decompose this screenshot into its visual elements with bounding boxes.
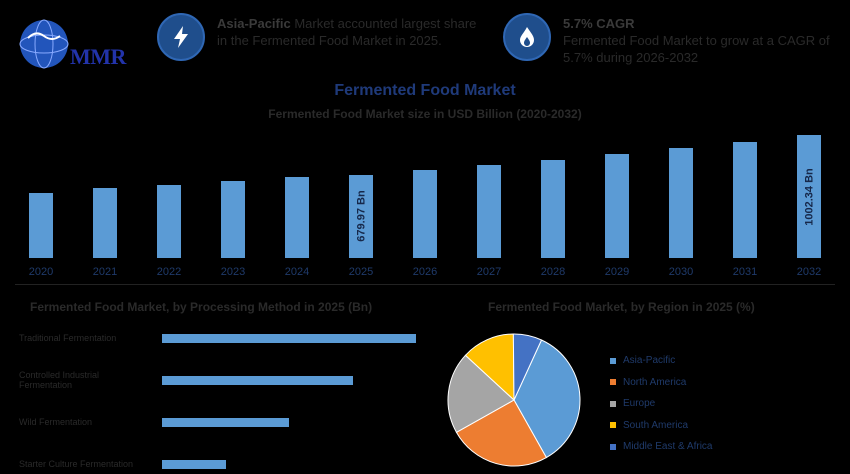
- region-pie-chart: [447, 333, 581, 467]
- region-chart-title: Fermented Food Market, by Region in 2025…: [488, 300, 755, 314]
- legend-item: Asia-Pacific: [610, 350, 712, 372]
- logo-text: MMR: [70, 44, 126, 69]
- legend-item: Europe: [610, 393, 712, 415]
- stat-asia-pacific: Asia-Pacific Market accounted largest sh…: [217, 15, 487, 49]
- bar-2032: [797, 135, 821, 258]
- legend-label: South America: [623, 419, 689, 431]
- legend-label: North America: [623, 376, 687, 388]
- processing-method-bar-chart: Traditional Fermentation Controlled Indus…: [19, 333, 416, 469]
- processing-label: Starter Culture Fermentation: [19, 459, 134, 469]
- pie-slice-north-america: [455, 399, 548, 467]
- bar-2026: [413, 169, 437, 258]
- bar-2028: [541, 159, 565, 258]
- chart-title: Fermented Food Market: [334, 82, 516, 99]
- x-tick-label: 2031: [732, 266, 758, 278]
- legend-label: Europe: [623, 398, 656, 410]
- stat-cagr: 5.7% CAGR Fermented Food Market to grow …: [563, 15, 838, 66]
- legend-swatch: [610, 400, 616, 407]
- x-tick-label: 2021: [92, 266, 118, 278]
- legend-swatch: [610, 379, 616, 386]
- legend-item: South America: [610, 415, 712, 437]
- bar-2021: [93, 188, 117, 258]
- region-legend: Asia-Pacific North America Europe South Ame…: [610, 350, 712, 458]
- stat-highlight: Asia-Pacific: [217, 16, 291, 31]
- legend-swatch: [610, 357, 616, 364]
- pie-slice-middle-east-africa: [512, 333, 543, 401]
- x-tick-label: 2028: [540, 266, 566, 278]
- processing-label: Controlled Industrial Fermentation: [19, 370, 100, 390]
- legend-swatch: [610, 422, 616, 429]
- bar-2024: [285, 176, 309, 258]
- legend-label: Asia-Pacific: [623, 355, 676, 367]
- processing-bar: [162, 459, 226, 469]
- x-tick-label: 2032: [796, 266, 822, 278]
- pie-slice-europe: [447, 354, 515, 434]
- flame-icon: [503, 13, 551, 61]
- bar-2027: [477, 164, 501, 258]
- legend-swatch: [610, 443, 616, 450]
- legend-item: North America: [610, 372, 712, 394]
- bar-2025: [349, 174, 373, 258]
- bar-data-label: 1002.34 Bn: [803, 167, 816, 226]
- x-tick-label: 2022: [156, 266, 182, 278]
- bar-2023: [221, 180, 245, 258]
- bar-2030: [669, 148, 693, 258]
- x-tick-label: 2027: [476, 266, 502, 278]
- x-tick-label: 2023: [220, 266, 246, 278]
- divider: [15, 284, 835, 285]
- processing-bar: [162, 333, 416, 343]
- bar-2022: [157, 184, 181, 258]
- mmr-logo: MMR: [14, 14, 134, 74]
- x-tick-label: 2025: [348, 266, 374, 278]
- lightning-icon: [157, 13, 205, 61]
- legend-item: Middle East & Africa: [610, 436, 712, 458]
- processing-label: Traditional Fermentation: [19, 333, 117, 343]
- x-tick-label: 2026: [412, 266, 438, 278]
- bar-2020: [29, 192, 53, 258]
- legend-label: Middle East & Africa: [623, 441, 713, 453]
- stat-cagr-title: 5.7% CAGR: [563, 16, 635, 31]
- x-tick-label: 2020: [28, 266, 54, 278]
- x-tick-label: 2029: [604, 266, 630, 278]
- stat-text: Market accounted largest share in the Fe…: [217, 16, 477, 48]
- processing-label: Wild Fermentation: [19, 417, 93, 427]
- bar-2029: [605, 154, 629, 258]
- x-tick-label: 2030: [668, 266, 694, 278]
- market-size-bar-chart: 2020 2021 2022 2023 2024 2025 679.97 Bn 2026 202…: [28, 135, 822, 278]
- bar-2031: [733, 141, 757, 258]
- x-tick-label: 2024: [284, 266, 310, 278]
- processing-chart-title: Fermented Food Market, by Processing Met…: [30, 300, 373, 314]
- pie-slice-asia-pacific: [513, 339, 581, 459]
- chart-subtitle: Fermented Food Market size in USD Billio…: [268, 107, 582, 121]
- processing-bar: [162, 417, 289, 427]
- processing-bar: [162, 375, 353, 385]
- stat-cagr-text: Fermented Food Market to grow at a CAGR …: [563, 33, 830, 65]
- globe-icon: [19, 19, 69, 69]
